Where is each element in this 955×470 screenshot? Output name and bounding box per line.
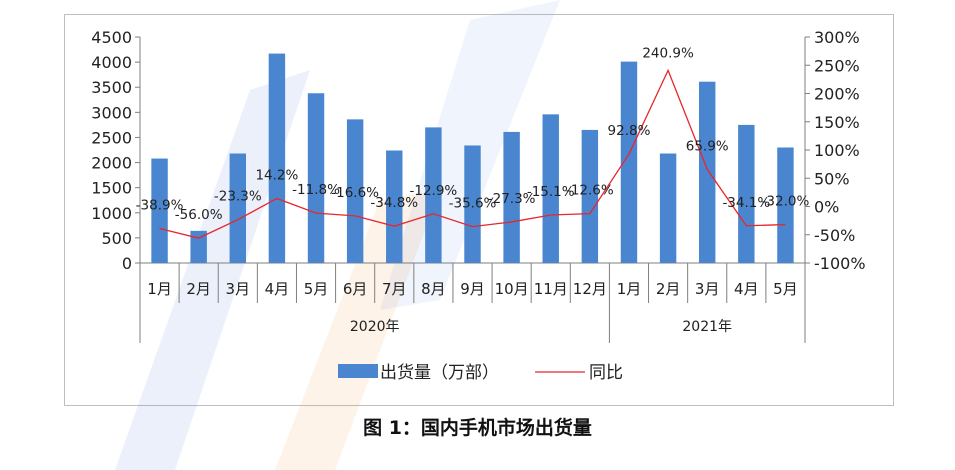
left-tick-label: 500 (101, 229, 132, 248)
right-tick-label: 100% (814, 141, 860, 160)
category-label: 5月 (773, 280, 798, 298)
figure-caption: 图 1：国内手机市场出货量 (363, 417, 592, 439)
chart: 0 500 1000 1500 2000 2500 3000 3500 4000 4500 -100… (91, 28, 866, 383)
legend-swatch-bars (338, 364, 378, 378)
category-label: 5月 (304, 280, 329, 298)
yoy-data-label: 92.8% (608, 123, 651, 139)
left-tick-label: 2500 (91, 128, 132, 147)
yoy-data-label: -34.8% (370, 195, 418, 211)
right-tick-label: 0% (814, 198, 839, 217)
bar (698, 81, 716, 263)
yoy-data-label: -12.6% (566, 183, 614, 199)
left-tick-label: 2000 (91, 154, 132, 173)
left-tick-label: 3500 (91, 78, 132, 97)
yoy-data-label: -35.6% (449, 196, 497, 212)
category-label: 2月 (186, 280, 211, 298)
yoy-data-label: -12.9% (409, 183, 457, 199)
chart-frame (64, 14, 894, 406)
left-tick-label: 4000 (91, 53, 132, 72)
bar (386, 150, 403, 263)
legend-label-line: 同比 (589, 363, 623, 383)
left-tick-label: 1500 (91, 179, 132, 198)
bar (190, 230, 207, 263)
bar (620, 61, 638, 264)
right-tick-label: 300% (814, 28, 860, 47)
right-tick-label: 200% (814, 85, 860, 104)
bar (581, 129, 599, 263)
group-label: 2021年 (682, 319, 732, 335)
category-label: 8月 (421, 280, 446, 298)
category-label: 6月 (343, 280, 368, 298)
yoy-data-label: -56.0% (175, 207, 223, 223)
bar (542, 114, 559, 263)
category-label: 1月 (147, 280, 172, 298)
yoy-data-label: 65.9% (686, 138, 729, 154)
left-tick-label: 4500 (91, 28, 132, 47)
yoy-data-label: -27.3% (488, 191, 536, 207)
yoy-data-label: -32.0% (762, 194, 810, 210)
right-tick-label: 150% (814, 113, 860, 132)
category-label: 11月 (534, 280, 568, 298)
bar (151, 158, 168, 263)
category-label: 4月 (265, 280, 290, 298)
category-label: 10月 (495, 280, 529, 298)
bar (659, 153, 677, 263)
yoy-data-label: -38.9% (136, 197, 184, 213)
left-tick-label: 0 (122, 254, 132, 273)
bar (346, 119, 364, 263)
bar (777, 147, 794, 263)
category-label: 9月 (460, 280, 485, 298)
category-label: 3月 (695, 280, 720, 298)
bar (229, 153, 247, 263)
yoy-data-label: -16.6% (331, 185, 379, 201)
right-tick-label: 250% (814, 56, 860, 75)
group-label: 2020年 (350, 319, 400, 335)
right-tick-label: -100% (814, 254, 866, 273)
bar (464, 145, 481, 263)
bar (738, 124, 755, 263)
bar (268, 53, 286, 263)
yoy-data-label: 14.2% (255, 167, 298, 183)
right-tick-label: 50% (814, 169, 850, 188)
bar (503, 131, 520, 263)
bar (425, 127, 442, 264)
yoy-data-label: -23.3% (214, 189, 262, 205)
right-tick-label: -50% (814, 226, 855, 245)
yoy-data-label: -11.8% (292, 182, 340, 198)
left-tick-label: 3000 (91, 103, 132, 122)
yoy-line (159, 68, 786, 239)
category-label: 12月 (573, 280, 607, 298)
bar (307, 93, 325, 263)
category-label: 4月 (734, 280, 759, 298)
yoy-data-label: 240.9% (642, 45, 694, 61)
legend-label-bars: 出货量（万部） (380, 363, 499, 383)
yoy-data-label: -34.1% (722, 195, 770, 211)
category-label: 1月 (617, 280, 642, 298)
category-label: 7月 (382, 280, 407, 298)
yoy-data-label: -15.1% (527, 184, 575, 200)
category-label: 3月 (226, 280, 251, 298)
left-tick-label: 1000 (91, 204, 132, 223)
category-label: 2月 (656, 280, 681, 298)
